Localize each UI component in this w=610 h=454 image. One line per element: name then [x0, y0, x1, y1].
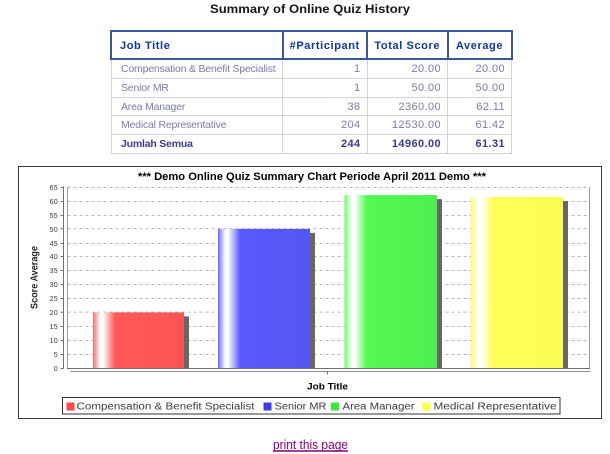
svg-text:Job Title: Job Title: [307, 382, 348, 393]
svg-text:Area Manager: Area Manager: [343, 402, 416, 413]
svg-text:45: 45: [50, 241, 58, 248]
svg-text:50: 50: [50, 227, 58, 234]
svg-text:print this page: print this page: [273, 438, 348, 452]
svg-text:0: 0: [54, 366, 58, 373]
svg-text:55: 55: [50, 213, 58, 220]
svg-text:25: 25: [50, 296, 58, 303]
svg-text:15: 15: [50, 324, 58, 331]
svg-text:Medical Representative: Medical Representative: [434, 402, 558, 413]
svg-text:60: 60: [50, 199, 58, 206]
svg-text:20: 20: [50, 310, 58, 317]
svg-text:10: 10: [50, 338, 58, 345]
svg-text:Summary of Online Quiz History: Summary of Online Quiz History: [210, 2, 410, 16]
svg-text:Score Average: Score Average: [30, 246, 41, 309]
svg-text:65: 65: [50, 185, 58, 192]
svg-text:30: 30: [50, 282, 58, 289]
svg-text:Senior MR: Senior MR: [275, 402, 327, 413]
svg-text:5: 5: [54, 352, 58, 359]
svg-text:35: 35: [50, 268, 58, 275]
svg-text:Compensation & Benefit Special: Compensation & Benefit Specialist: [77, 402, 255, 413]
svg-text:40: 40: [50, 254, 58, 261]
svg-text:*** Demo Online Quiz Summary C: *** Demo Online Quiz Summary Chart Perio…: [138, 171, 487, 183]
